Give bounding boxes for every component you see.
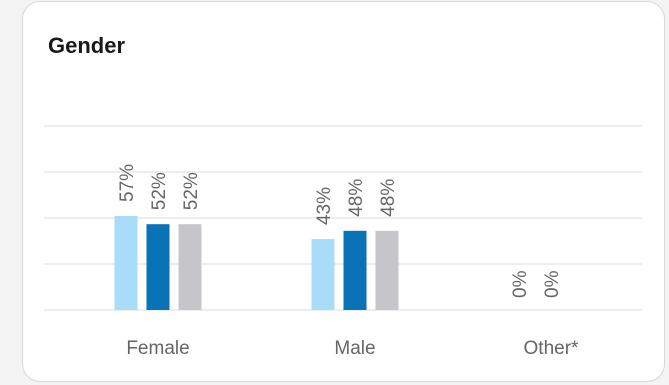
- data-label: 57%: [117, 164, 138, 202]
- gender-bar-chart: 57% 52% 52% Female 43% 48% 48% Male 0% 0% Other*: [44, 125, 642, 359]
- data-label: 52%: [149, 172, 170, 210]
- data-label: 43%: [314, 187, 335, 225]
- category-label: Female: [126, 338, 189, 359]
- category-label: Male: [334, 338, 375, 359]
- data-label: 48%: [346, 179, 367, 217]
- gender-card: Gender 57% 52% 52% Female 43% 48% 48% Male 0% 0% O…: [22, 1, 665, 382]
- card-title: Gender: [48, 33, 126, 58]
- bar-female-3: [178, 224, 202, 310]
- category-label: Other*: [524, 338, 580, 359]
- data-label: 0%: [510, 270, 531, 298]
- bar-female-2: [146, 224, 170, 310]
- bar-male-2: [343, 230, 367, 310]
- bar-male-1: [311, 239, 335, 310]
- data-label: 0%: [542, 270, 563, 298]
- bar-female-1: [114, 215, 138, 310]
- data-label: 52%: [181, 172, 202, 210]
- data-label: 48%: [378, 179, 399, 217]
- bar-male-3: [375, 230, 399, 310]
